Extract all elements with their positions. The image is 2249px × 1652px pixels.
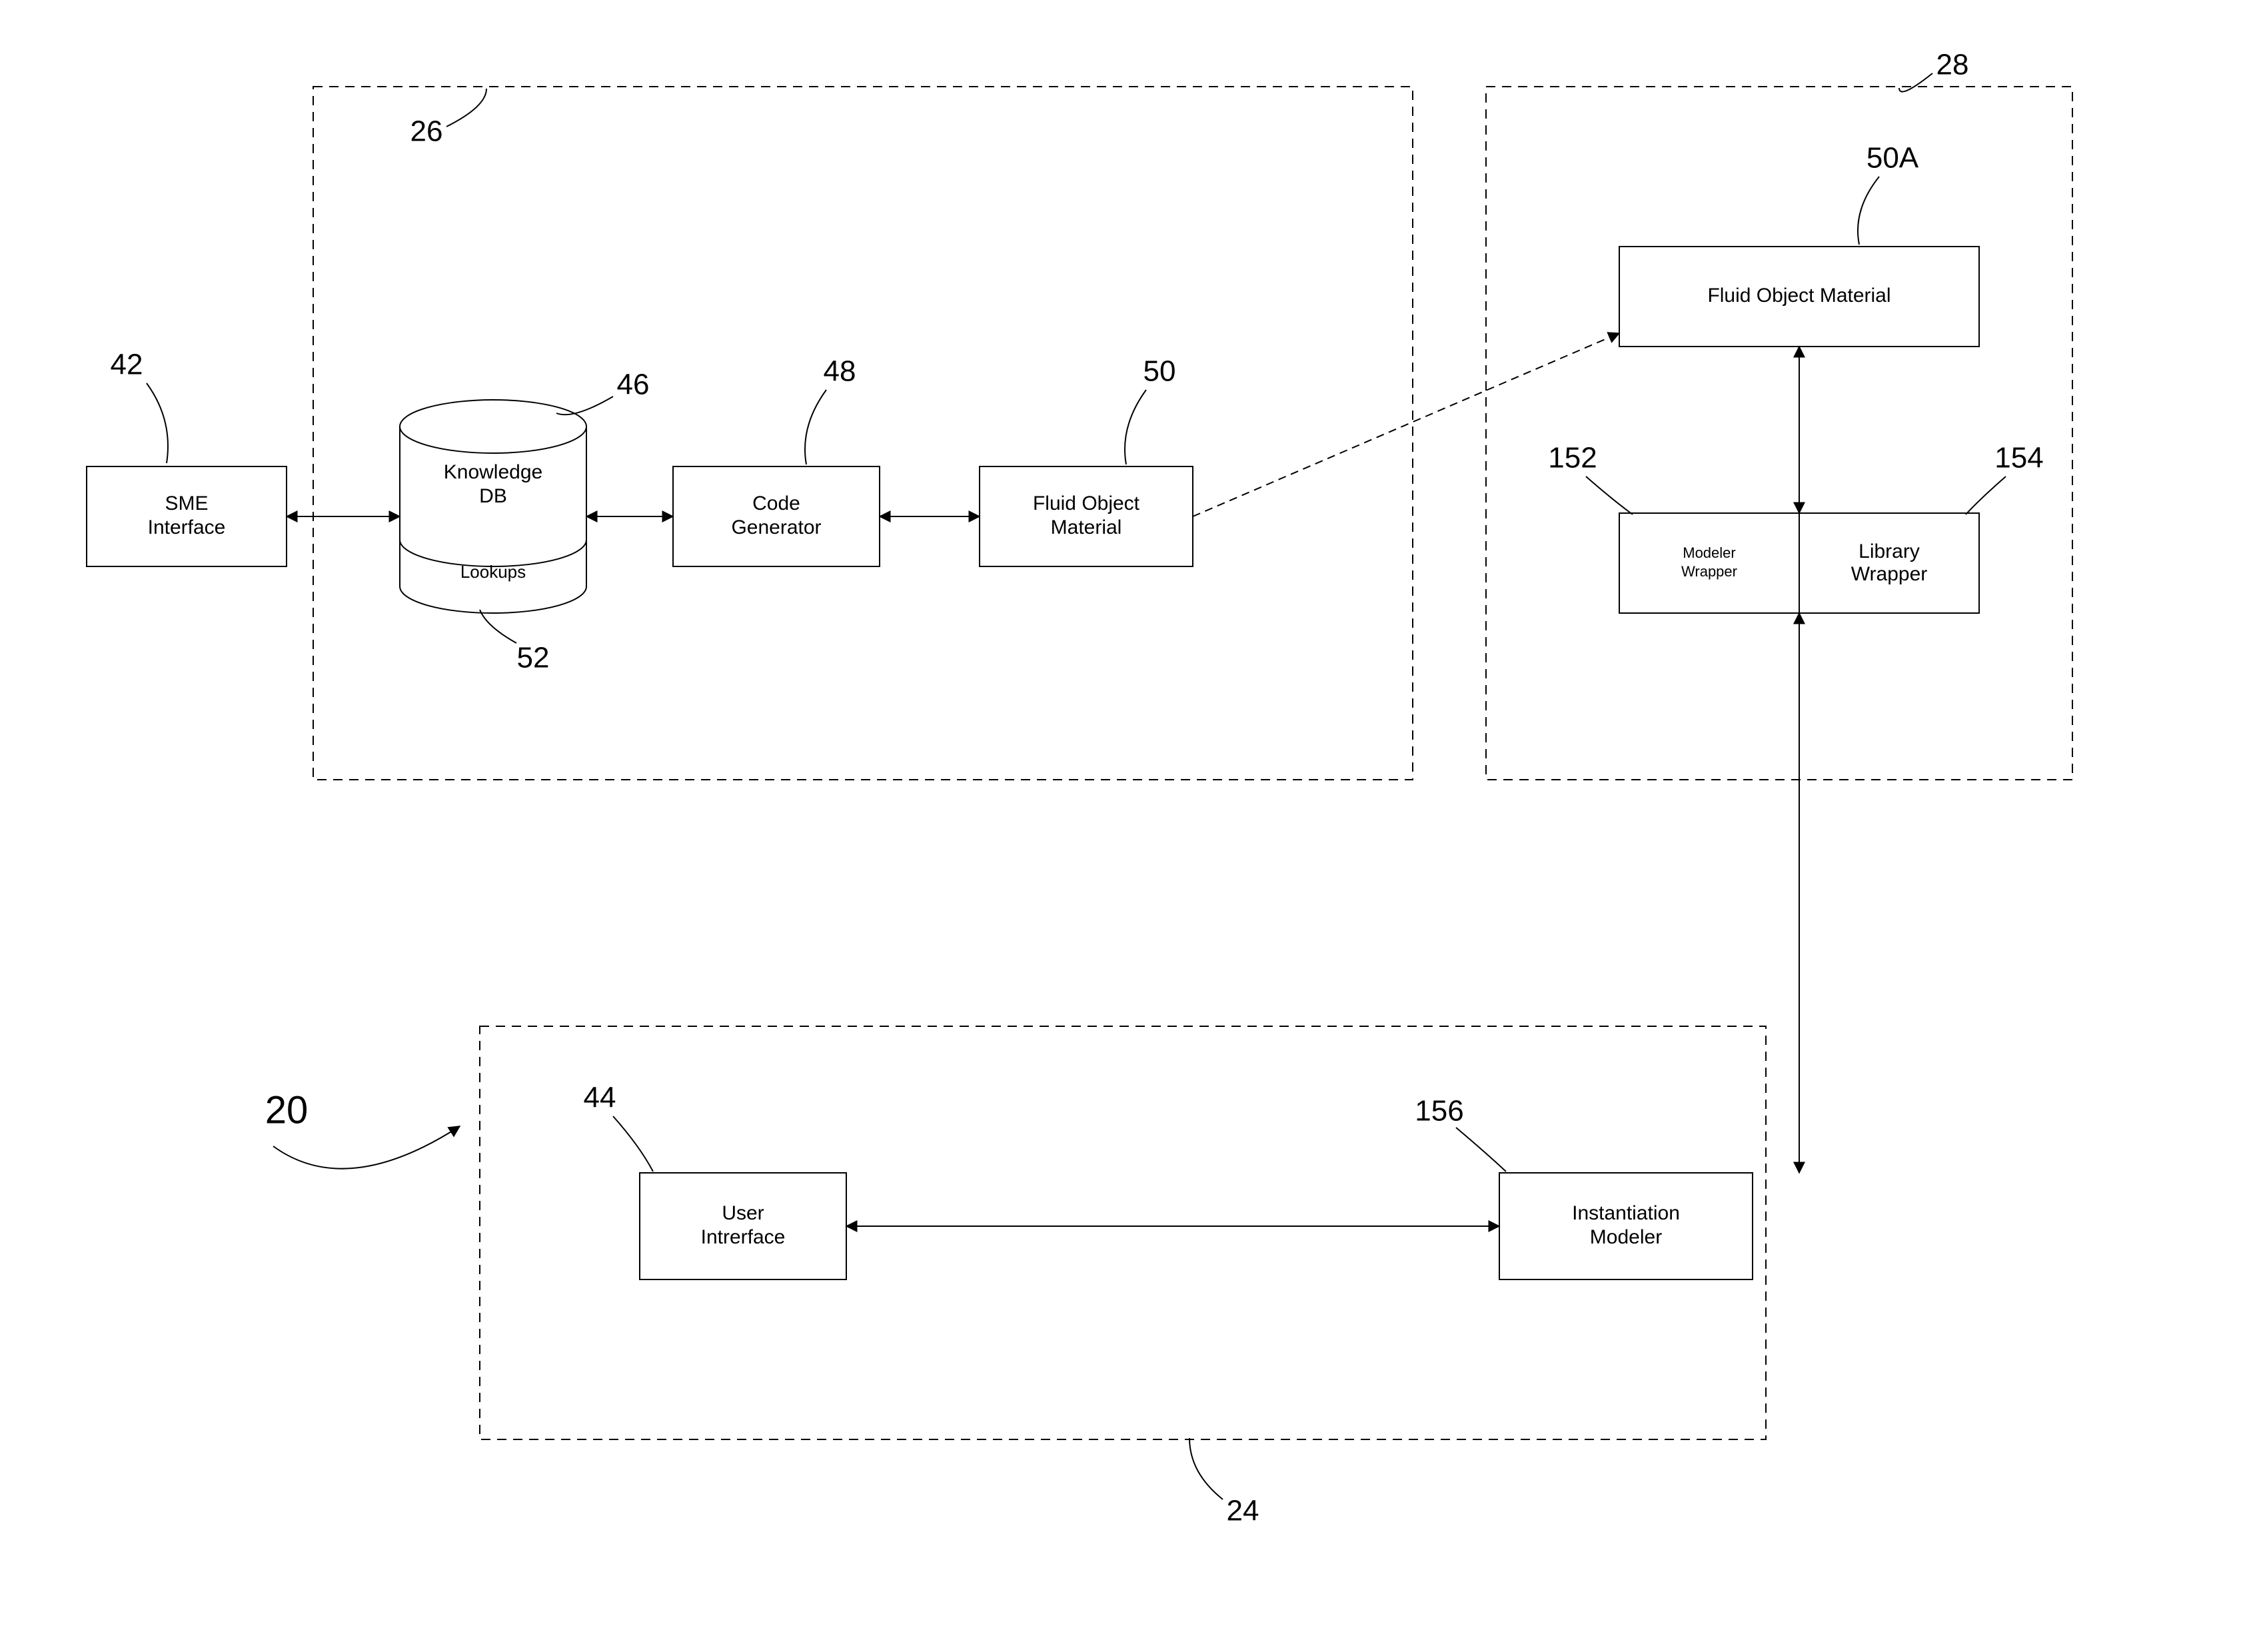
knowledge-db-label: DB	[479, 485, 507, 507]
figure-ref-20: 20	[265, 1088, 309, 1132]
ref-leader-42	[147, 383, 168, 463]
ref-leader-24	[1189, 1438, 1223, 1499]
user-interface-label: User	[722, 1202, 764, 1224]
ref-28: 28	[1936, 49, 1969, 81]
ref-leader-28	[1899, 73, 1932, 92]
ref-50: 50	[1143, 355, 1176, 388]
ref-48: 48	[824, 355, 856, 388]
fluid-object-material-a-label: Fluid Object Material	[1707, 285, 1890, 307]
node-code-generator: Code Generator	[673, 466, 880, 566]
sme-interface-label: SME	[165, 492, 208, 514]
ref-leader-48	[805, 390, 826, 464]
ref-leader-152	[1586, 476, 1633, 514]
ref-leader-52	[480, 610, 516, 643]
node-knowledge-db: Knowledge DB Lookups	[400, 400, 586, 613]
instantiation-modeler-label: Instantiation	[1572, 1202, 1680, 1224]
ref-44: 44	[584, 1082, 616, 1114]
region-28	[1486, 87, 2072, 780]
fluid-object-material-label: Material	[1051, 516, 1122, 538]
instantiation-modeler-label: Modeler	[1590, 1226, 1662, 1248]
ref-42: 42	[111, 349, 143, 381]
ref-leader-154	[1966, 476, 2006, 514]
ref-leader-44	[613, 1116, 653, 1172]
ref-leader-50A	[1858, 177, 1879, 245]
ref-154: 154	[1994, 442, 2043, 474]
ref-26: 26	[410, 115, 443, 148]
ref-leader-156	[1456, 1128, 1506, 1172]
diagram-canvas: SME Interface Knowledge DB Lookups Code …	[0, 0, 2249, 1652]
knowledge-db-label: Knowledge	[444, 461, 542, 483]
edge-fom-foma	[1193, 333, 1619, 516]
ref-leader-50	[1125, 390, 1146, 464]
figure-reference: 20	[265, 1088, 460, 1168]
ref-46: 46	[617, 369, 650, 401]
node-instantiation-modeler: Instantiation Modeler	[1499, 1173, 1753, 1279]
code-generator-label: Generator	[731, 516, 821, 538]
modeler-wrapper-label: Modeler	[1683, 544, 1735, 561]
ref-24: 24	[1227, 1495, 1259, 1527]
node-fluid-object-material-a: Fluid Object Material	[1619, 247, 1979, 347]
ref-156: 156	[1415, 1095, 1463, 1128]
ref-leader-26	[446, 89, 486, 127]
library-wrapper-label: Wrapper	[1851, 563, 1928, 585]
node-sme-interface: SME Interface	[87, 466, 287, 566]
library-wrapper-label: Library	[1859, 540, 1920, 562]
code-generator-label: Code	[752, 492, 800, 514]
modeler-wrapper-label: Wrapper	[1681, 563, 1737, 580]
ref-50A: 50A	[1867, 142, 1919, 175]
node-user-interface: User Intrerface	[640, 1173, 846, 1279]
lookups-label: Lookups	[460, 562, 526, 582]
node-wrapper-group: Modeler Wrapper Library Wrapper	[1619, 513, 1979, 613]
user-interface-label: Intrerface	[701, 1226, 786, 1248]
ref-152: 152	[1548, 442, 1597, 474]
fluid-object-material-label: Fluid Object	[1033, 492, 1140, 514]
ref-52: 52	[517, 642, 550, 674]
sme-interface-label: Interface	[148, 516, 226, 538]
node-fluid-object-material: Fluid Object Material	[980, 466, 1193, 566]
